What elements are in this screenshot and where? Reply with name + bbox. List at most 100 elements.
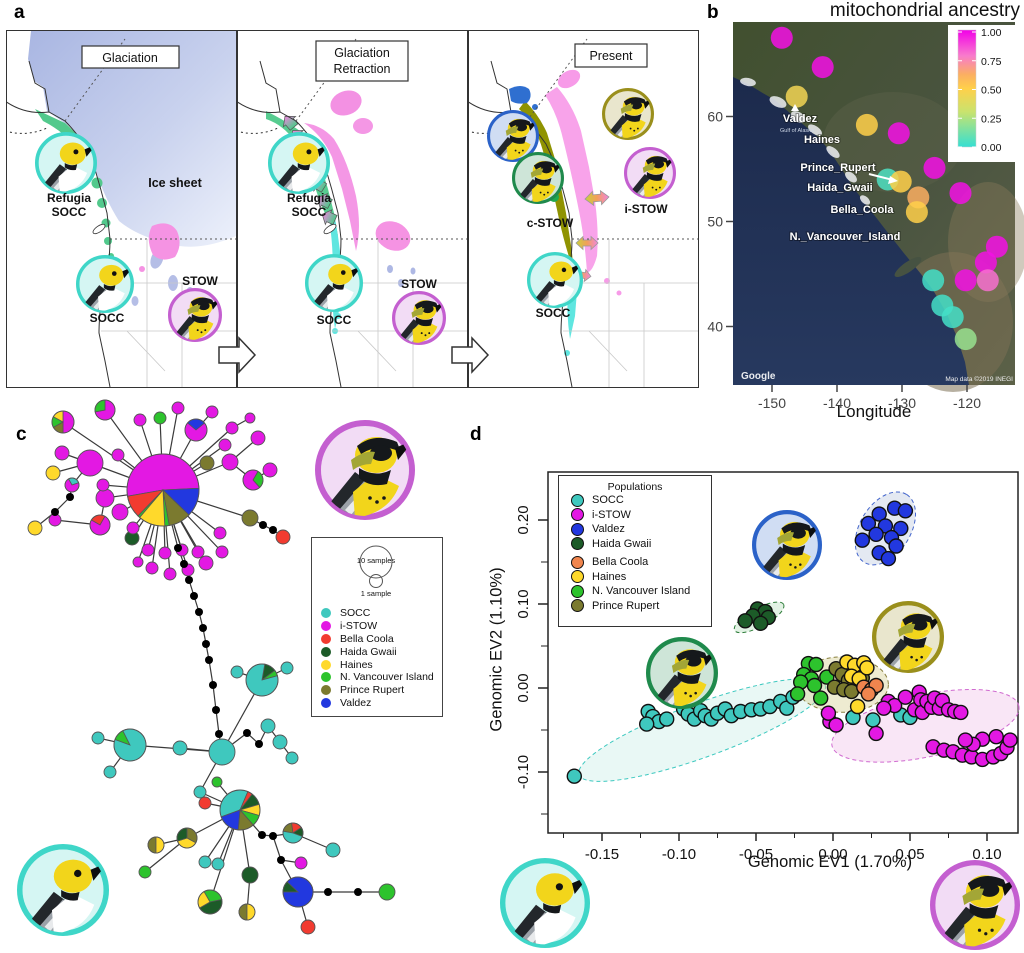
legend-label: Bella Coola xyxy=(340,632,394,645)
haplotype-node xyxy=(158,546,172,560)
legend-entry: Bella Coola xyxy=(312,633,442,646)
haplotype-node xyxy=(133,413,147,427)
place-label: Bella_Coola xyxy=(831,204,895,216)
inferred-haplotype-dot xyxy=(195,608,203,616)
place-labels: Valdez Haines Prince_Rupert Haida_Gwaii Bell… xyxy=(780,112,901,244)
pca-point xyxy=(1002,732,1018,748)
inferred-haplotype-dot xyxy=(215,730,223,738)
inferred-haplotype-dot xyxy=(51,508,59,516)
svg-text:-0.05: -0.05 xyxy=(739,846,773,863)
legend-label: Haida Gwaii xyxy=(340,645,397,658)
legend-entry: Prince Rupert xyxy=(312,684,442,697)
inferred-haplotype-dot xyxy=(259,521,267,529)
pca-point xyxy=(957,732,974,748)
refugia-socc-label: Refugia xyxy=(47,191,91,205)
place-label: Haines xyxy=(804,134,840,146)
series-socc xyxy=(566,689,918,784)
svg-text:60: 60 xyxy=(707,109,723,125)
haplotype-node xyxy=(241,509,259,527)
legend-label: i-STOW xyxy=(592,508,631,521)
legend-label: Haida Gwaii xyxy=(592,537,652,550)
i-stow-bird-icon xyxy=(315,420,415,520)
pca-point xyxy=(860,686,877,702)
legend-swatch-icon xyxy=(321,697,331,708)
svg-text:-120: -120 xyxy=(953,395,981,411)
stow-bird-icon xyxy=(168,288,223,343)
haines-bird-icon xyxy=(602,88,654,140)
panel-b-label: b xyxy=(707,2,719,23)
legend-entry: Prince Rupert xyxy=(559,599,711,614)
place-label: Prince_Rupert xyxy=(800,162,876,174)
ancestry-point xyxy=(922,269,945,292)
inferred-haplotype-dot xyxy=(209,681,217,689)
refugia-socc-label2: SOCC xyxy=(292,205,327,219)
legend-swatch-icon xyxy=(571,508,584,522)
pca-point xyxy=(897,689,914,705)
transition-arrow-icon xyxy=(218,336,257,374)
haplotype-node xyxy=(218,438,232,452)
legend-label: SOCC xyxy=(592,494,624,507)
refugia-socc-label: Refugia xyxy=(287,191,331,205)
haplotype-node xyxy=(126,521,140,535)
haplotype-node xyxy=(191,545,205,559)
inferred-haplotype-dot xyxy=(255,740,263,748)
haplotype-node xyxy=(241,866,259,884)
legend-label: Haines xyxy=(592,570,627,583)
haplotype-node xyxy=(215,545,229,559)
haplotype-node xyxy=(27,520,43,536)
google-watermark: Google xyxy=(741,371,776,382)
pca-point xyxy=(876,700,892,716)
mito-ancestry-map: Valdez Haines Prince_Rupert Haida_Gwaii Bell… xyxy=(707,22,1024,411)
haplotype-node xyxy=(132,556,144,568)
inferred-haplotype-dot xyxy=(212,706,220,714)
legend-swatch-icon xyxy=(571,493,584,507)
longitude-axis-label: Longitude xyxy=(836,402,912,421)
legend-entry: Valdez xyxy=(559,522,711,537)
haplotype-node xyxy=(76,449,104,477)
ancestry-point xyxy=(974,251,997,274)
pca-point xyxy=(828,717,844,733)
i-stow-corner-bird-icon xyxy=(930,860,1021,951)
haplotype-node xyxy=(211,857,225,871)
colorbar: 1.00 0.75 0.50 0.25 0.00 xyxy=(948,25,1024,162)
map-title-box xyxy=(315,40,409,82)
legend-swatch-icon xyxy=(321,633,331,644)
pca-point xyxy=(658,711,675,727)
inferred-haplotype-dot xyxy=(199,624,207,632)
pca-point xyxy=(893,520,909,537)
ancestry-point xyxy=(923,156,946,179)
inferred-haplotype-dot xyxy=(258,831,266,839)
prince-rupert-arrow-icon xyxy=(868,173,898,184)
legend-swatch-icon xyxy=(571,584,584,598)
legend-swatch-icon xyxy=(571,555,584,569)
legend-entry: Haida Gwaii xyxy=(312,645,442,658)
haplotype-node xyxy=(300,919,316,935)
satellite-basemap xyxy=(733,22,1024,392)
haplotype-node xyxy=(193,785,207,799)
series-haines xyxy=(839,654,875,715)
aleutian-dotted-line xyxy=(235,127,279,134)
legend-swatch-icon xyxy=(321,608,331,619)
legend-entry: Haida Gwaii xyxy=(559,537,711,552)
pca-point xyxy=(849,698,866,715)
ancestry-point xyxy=(954,328,977,351)
pca-axes: -0.15 -0.10 -0.05 0.00 0.05 0.10 0.20 0.10 0.00 -… xyxy=(515,505,1002,863)
map-present-svg: Present c-STOW i-STOW SOCC xyxy=(466,38,698,388)
legend-title: Populations xyxy=(607,481,663,493)
svg-text:0.05: 0.05 xyxy=(895,846,924,863)
ancestry-point xyxy=(889,170,912,193)
svg-text:0.00: 0.00 xyxy=(981,142,1002,154)
socc-bird-icon xyxy=(527,252,584,309)
haplotype-node xyxy=(145,561,159,575)
ancestry-point xyxy=(976,269,999,292)
pca-point xyxy=(888,538,904,554)
pca-points xyxy=(566,500,1018,784)
inferred-haplotype-dot xyxy=(269,832,277,840)
map-title-line2: Retraction xyxy=(334,62,391,76)
svg-text:0.00: 0.00 xyxy=(515,673,532,702)
legend-entry: Haines xyxy=(312,658,442,671)
pca-point xyxy=(880,550,897,567)
haplotype-node xyxy=(198,796,212,810)
ancestry-point xyxy=(905,201,928,224)
